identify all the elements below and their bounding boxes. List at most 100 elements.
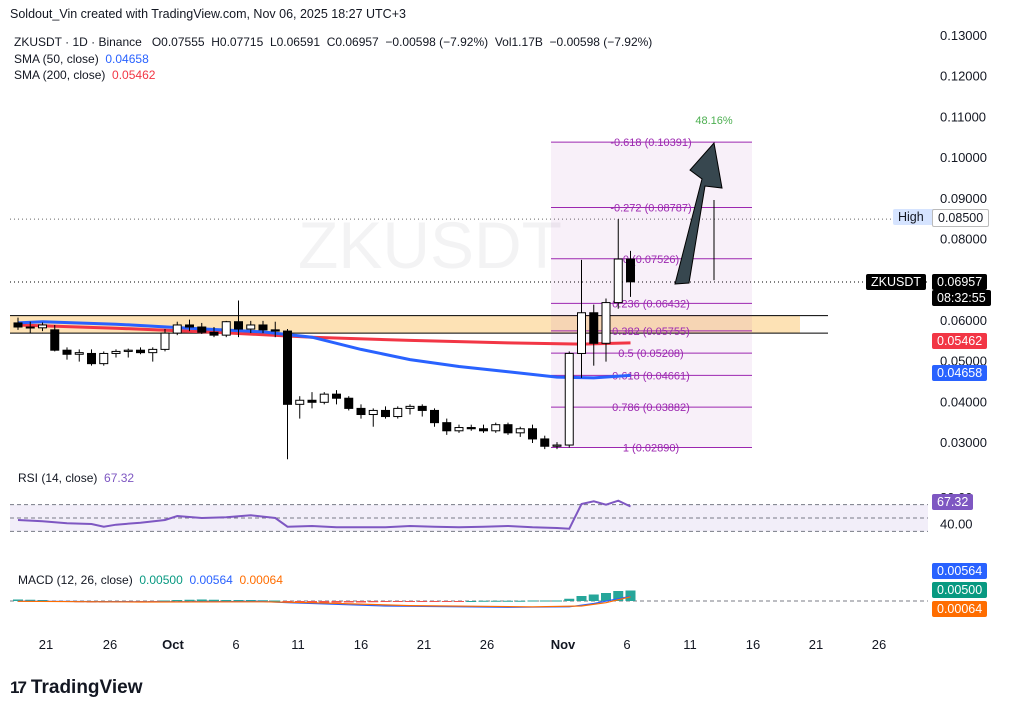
sma50-legend[interactable]: SMA (50, close) 0.04658 — [14, 52, 149, 66]
candle-body — [344, 397, 354, 409]
rsi-line — [17, 499, 631, 530]
fib-level-label: 0 (0.07526) — [623, 254, 679, 266]
candle-body — [283, 330, 292, 405]
candle-body — [136, 349, 145, 354]
ohlc-open: O0.07555 — [151, 35, 205, 49]
fib-level-label: -0.618 (0.10391) — [610, 137, 691, 149]
macd-hist-badge: 0.00500 — [932, 582, 988, 598]
macd-line-badge: 0.00564 — [932, 563, 988, 579]
ohlc-high: H0.07715 — [211, 35, 264, 49]
sma50-line — [17, 320, 631, 380]
candle-body — [25, 326, 35, 329]
x-axis-label: 16 — [746, 637, 760, 652]
candle-body — [577, 312, 586, 354]
x-axis-label: 21 — [39, 637, 53, 652]
macd-histogram-bar — [601, 593, 611, 601]
price-tick-label: 0.03000 — [940, 435, 987, 450]
macd-value-1: 0.00500 — [139, 573, 183, 587]
candle-body — [626, 258, 635, 283]
volume-change: −0.00598 (−7.92%) — [549, 35, 653, 49]
symbol-legend: ZKUSDT · 1D · Binance O0.07555 H0.07715 … — [14, 35, 652, 49]
candle-body — [540, 438, 550, 447]
macd-histogram-bar — [209, 599, 219, 601]
last-price-badge: 0.06957 — [932, 274, 988, 290]
tradingview-logo[interactable]: 17 TradingView — [10, 677, 143, 699]
candle-body — [99, 352, 109, 365]
candle-body — [417, 405, 427, 411]
candle-body — [209, 331, 219, 336]
rsi-legend[interactable]: RSI (14, close) 67.32 — [18, 471, 134, 485]
x-axis-label: 26 — [103, 637, 117, 652]
macd-histogram-bar — [588, 594, 599, 601]
ohlc-close: C0.06957 — [326, 35, 379, 49]
macd-histogram-bar — [503, 600, 513, 602]
candle-body — [332, 393, 341, 399]
macd-histogram-bar — [392, 601, 403, 602]
rsi-label: RSI (14, close) — [18, 471, 98, 485]
fib-level-label: -0.272 (0.08787) — [610, 202, 691, 214]
candle-body — [601, 302, 611, 344]
high-label-badge: High — [893, 209, 937, 225]
candle-body — [405, 405, 415, 409]
candle-body — [185, 324, 194, 328]
x-axis-label: 11 — [683, 637, 697, 652]
candle-body — [356, 407, 366, 416]
price-tick-label: 0.10000 — [940, 150, 987, 165]
macd-histogram-bar — [454, 601, 464, 602]
candle-body — [393, 407, 403, 418]
price-tick-label: 0.12000 — [940, 69, 987, 84]
sma200-value: 0.05462 — [112, 68, 156, 82]
candle-body — [172, 324, 182, 334]
fib-background — [551, 142, 752, 448]
rsi-tick-label: 40.00 — [940, 517, 973, 532]
x-axis-label: Oct — [162, 637, 184, 652]
macd-histogram-bar — [405, 601, 415, 602]
tradingview-brand: TradingView — [30, 677, 143, 698]
macd-histogram-bar — [527, 600, 538, 602]
x-axis-label: 11 — [291, 637, 305, 652]
x-axis-label: 21 — [417, 637, 431, 652]
candle-body — [479, 428, 488, 432]
fib-level-label: 0.618 (0.04661) — [612, 370, 690, 382]
candle-body — [503, 424, 513, 434]
sma50-value: 0.04658 — [105, 52, 149, 66]
high-value-badge: 0.08500 — [932, 209, 990, 227]
symbol-badge: ZKUSDT — [866, 274, 926, 290]
fib-level-label: 0.786 (0.03882) — [612, 402, 690, 414]
macd-histogram-bar — [245, 600, 256, 601]
macd-histogram-bar — [343, 601, 354, 603]
candle-body — [50, 329, 60, 351]
countdown-badge: 08:32:55 — [932, 290, 991, 306]
macd-signal-line — [17, 596, 631, 608]
candle-body — [454, 427, 464, 432]
symbol-watermark: ZKUSDT — [298, 208, 562, 282]
macd-histogram-bar — [564, 598, 575, 601]
tradingview-mark-icon: 17 — [10, 678, 27, 697]
candle-body — [38, 324, 47, 329]
candle-body — [430, 409, 439, 424]
sma50-label: SMA (50, close) — [14, 52, 99, 66]
candle-body — [564, 352, 574, 446]
x-axis-label: 6 — [232, 637, 239, 652]
macd-signal-badge: 0.00064 — [932, 601, 988, 617]
x-axis-label: 16 — [354, 637, 368, 652]
rsi-value: 67.32 — [104, 471, 135, 485]
macd-histogram-bar — [25, 599, 36, 601]
x-axis-label: 26 — [480, 637, 494, 652]
macd-histogram-bar — [184, 599, 195, 601]
candle-body — [160, 332, 170, 350]
candle-body — [246, 324, 256, 330]
macd-histogram-bar — [490, 600, 501, 602]
macd-histogram-bar — [331, 601, 342, 603]
macd-histogram-bar — [160, 600, 170, 602]
sma200-legend[interactable]: SMA (200, close) 0.05462 — [14, 68, 155, 82]
price-tick-label: 0.09000 — [940, 191, 987, 206]
price-change: −0.00598 (−7.92%) — [385, 35, 489, 49]
macd-legend[interactable]: MACD (12, 26, close) 0.00500 0.00564 0.0… — [18, 573, 283, 587]
candle-body — [319, 393, 329, 403]
macd-histogram-bar — [368, 601, 379, 603]
candle-body — [589, 312, 599, 344]
macd-histogram-bar — [172, 600, 183, 601]
candle-body — [197, 326, 207, 333]
